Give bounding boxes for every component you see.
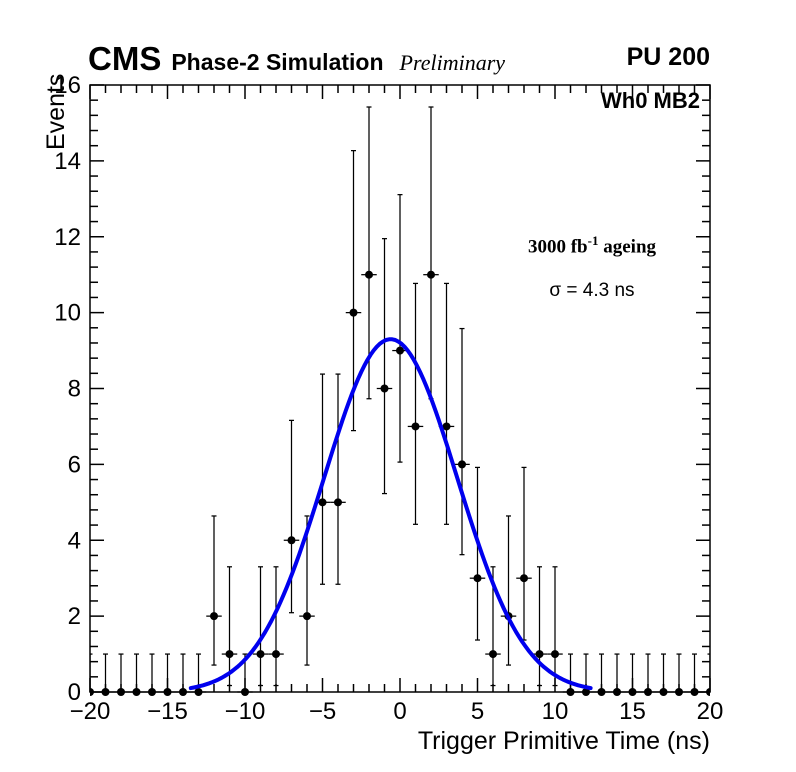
data-point-marker bbox=[179, 688, 187, 696]
lumi-prefix: 3000 fb bbox=[527, 236, 588, 258]
data-point-marker bbox=[101, 688, 110, 696]
x-tick-label: 15 bbox=[619, 698, 646, 725]
x-tick-label: −15 bbox=[147, 698, 188, 725]
lumi-ageing-label: 3000 fb-1 ageing bbox=[480, 233, 704, 258]
data-point-marker bbox=[582, 688, 590, 696]
data-point-marker bbox=[520, 574, 528, 583]
data-point-marker bbox=[256, 650, 265, 659]
data-point-marker bbox=[411, 422, 420, 431]
lumi-suffix: ageing bbox=[598, 236, 657, 258]
x-tick-label: −5 bbox=[309, 698, 336, 725]
y-tick-label: 0 bbox=[68, 679, 81, 706]
data-point-marker bbox=[194, 688, 203, 696]
data-point-marker bbox=[90, 688, 94, 696]
plot-frame bbox=[89, 84, 711, 693]
x-axis-title: Trigger Primitive Time (ns) bbox=[417, 727, 710, 755]
data-point-marker bbox=[272, 650, 280, 659]
fit-curve bbox=[188, 337, 593, 691]
data-point-marker bbox=[396, 346, 404, 355]
chamber-label: Wh0 MB2 bbox=[601, 88, 700, 113]
y-tick-label: 4 bbox=[68, 527, 81, 554]
data-point-marker bbox=[442, 422, 451, 431]
x-tick-label: 10 bbox=[542, 698, 569, 725]
data-point-marker bbox=[132, 688, 141, 696]
data-layer bbox=[90, 106, 710, 696]
data-point-marker bbox=[628, 688, 637, 696]
data-point-marker bbox=[613, 688, 621, 696]
y-tick-label: 12 bbox=[54, 224, 81, 251]
data-point-marker bbox=[706, 688, 710, 696]
lumi-superscript: -1 bbox=[587, 233, 599, 248]
pileup-label: PU 200 bbox=[626, 43, 710, 71]
data-point-marker bbox=[210, 612, 218, 621]
data-point-marker bbox=[148, 688, 156, 696]
data-point-marker bbox=[535, 650, 544, 659]
data-point-marker bbox=[318, 498, 327, 507]
y-tick-label: 10 bbox=[54, 300, 81, 327]
x-tick-label: −20 bbox=[70, 698, 111, 725]
data-point-marker bbox=[644, 688, 652, 696]
data-point-marker bbox=[287, 536, 296, 545]
cms-logo-text: CMS bbox=[88, 40, 162, 77]
sigma-label: σ = 4.3 ns bbox=[549, 280, 635, 301]
y-tick-label: 14 bbox=[54, 148, 81, 175]
y-tick-label: 16 bbox=[54, 72, 81, 99]
y-tick-label: 2 bbox=[68, 603, 81, 630]
data-point-marker bbox=[334, 498, 342, 507]
data-point-marker bbox=[303, 612, 311, 621]
plot-header: CMS Phase-2 Simulation Preliminary bbox=[88, 40, 505, 78]
data-point-marker bbox=[365, 270, 373, 279]
data-point-marker bbox=[473, 574, 482, 583]
data-point-marker bbox=[690, 688, 699, 696]
header-label: Phase-2 Simulation bbox=[171, 49, 384, 75]
data-point-marker bbox=[489, 650, 497, 659]
header-sublabel: Preliminary bbox=[399, 50, 506, 75]
data-point-marker bbox=[380, 384, 389, 393]
data-point-marker bbox=[117, 688, 125, 696]
x-tick-label: −10 bbox=[225, 698, 266, 725]
y-axis-title: Events bbox=[42, 73, 70, 150]
data-point-marker bbox=[659, 688, 668, 696]
data-point-marker bbox=[241, 688, 249, 696]
data-point-marker bbox=[675, 688, 683, 696]
data-point-marker bbox=[597, 688, 606, 696]
data-point-marker bbox=[551, 650, 559, 659]
x-tick-label: 5 bbox=[471, 698, 484, 725]
data-point-marker bbox=[458, 460, 466, 469]
data-point-marker bbox=[349, 308, 358, 317]
x-tick-label: 20 bbox=[697, 698, 724, 725]
data-point-marker bbox=[225, 650, 234, 659]
y-tick-label: 6 bbox=[68, 451, 81, 478]
data-point-marker bbox=[566, 688, 575, 696]
data-point-marker bbox=[427, 270, 435, 279]
y-tick-label: 8 bbox=[68, 376, 81, 403]
data-point-marker bbox=[163, 688, 172, 696]
x-tick-label: 0 bbox=[393, 698, 406, 725]
